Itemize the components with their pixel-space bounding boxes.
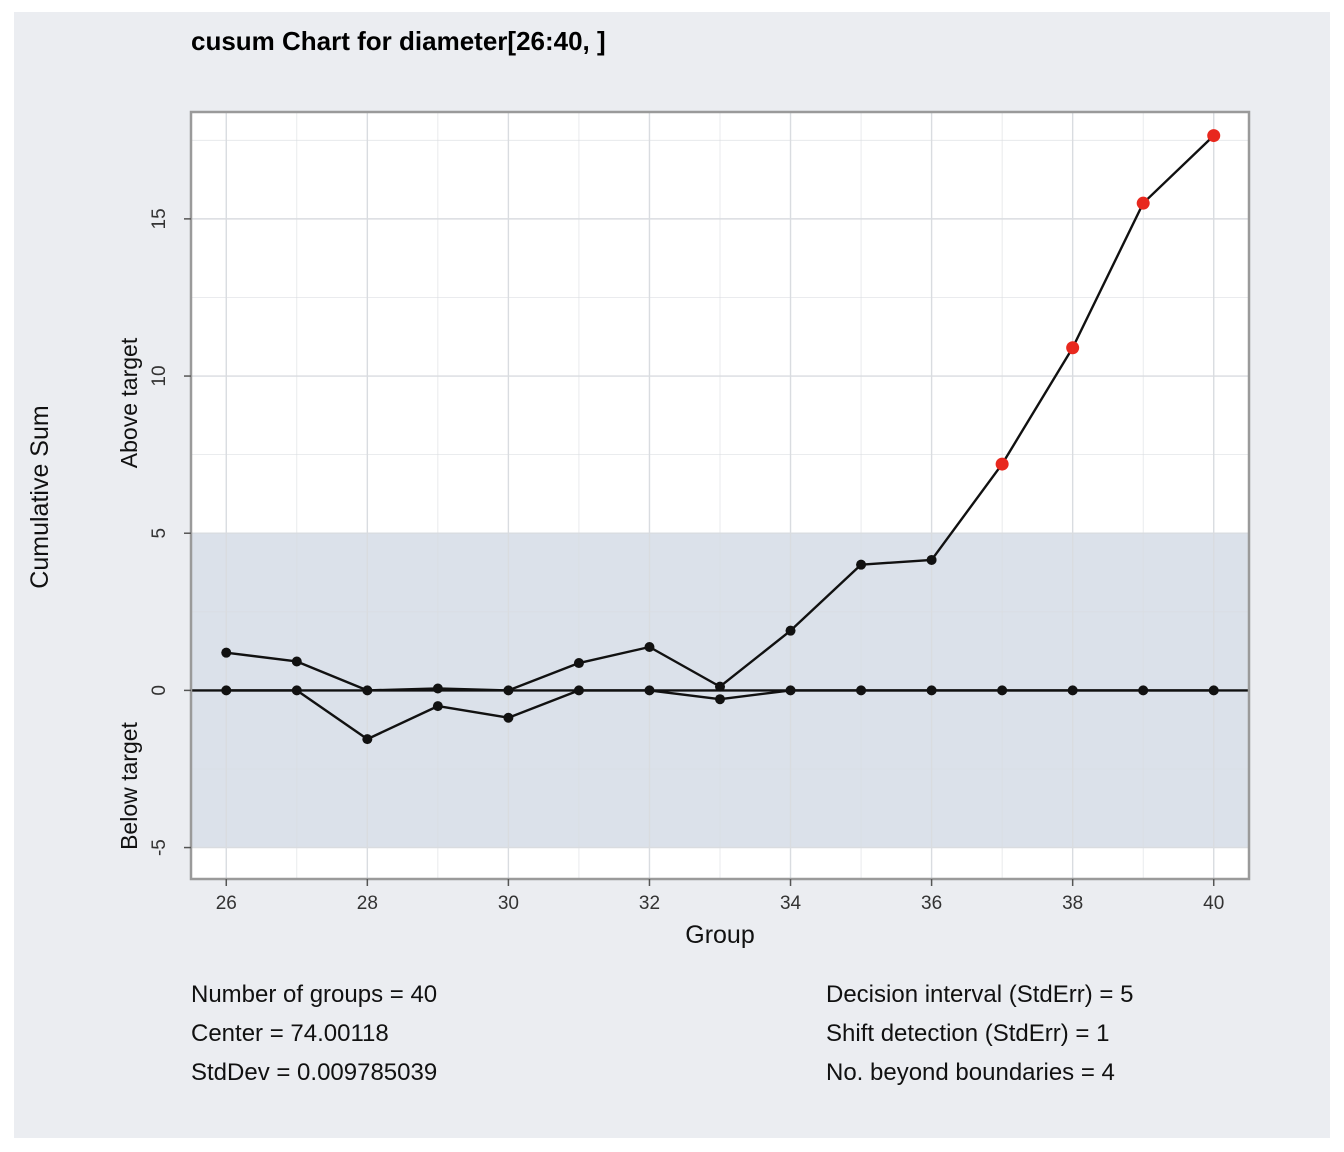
- series-below-point: [1138, 685, 1149, 696]
- stat-beyond-boundaries: No. beyond boundaries = 4: [826, 1059, 1115, 1086]
- series-above-point: [926, 554, 937, 565]
- x-tick-label: 28: [357, 893, 378, 914]
- series-below-point: [926, 685, 937, 696]
- series-above-point: [573, 658, 584, 669]
- series-below-point: [644, 685, 655, 696]
- y-axis-lower-label: Below target: [116, 721, 142, 849]
- series-below-point: [715, 694, 725, 705]
- series-below-point: [997, 685, 1008, 696]
- stat-center: Center = 74.00118: [191, 1020, 389, 1047]
- series-below-point: [432, 701, 443, 712]
- beyond-boundary-point: [1066, 341, 1080, 355]
- series-below-point: [362, 734, 373, 745]
- series-above-point: [291, 656, 302, 667]
- series-above-point: [715, 681, 725, 692]
- series-below-point: [221, 685, 232, 696]
- x-tick-label: 26: [216, 893, 237, 914]
- x-tick-label: 38: [1062, 893, 1083, 914]
- beyond-boundary-point: [995, 457, 1009, 471]
- x-tick-label: 32: [639, 893, 660, 914]
- y-axis-label: Cumulative Sum: [26, 405, 54, 588]
- stat-shift-detection: Shift detection (StdErr) = 1: [826, 1020, 1110, 1047]
- series-above-point: [785, 625, 796, 636]
- series-below-point: [785, 685, 796, 696]
- stat-decision-interval: Decision interval (StdErr) = 5: [826, 981, 1134, 1008]
- series-above-point: [856, 559, 867, 570]
- series-below-point: [1208, 685, 1219, 696]
- series-below-point: [291, 685, 302, 696]
- series-below-point: [856, 685, 867, 696]
- series-above-point: [644, 642, 655, 653]
- y-tick-label: -5: [149, 839, 170, 856]
- series-below-point: [1067, 685, 1078, 696]
- chart-title: cusum Chart for diameter[26:40, ]: [191, 26, 606, 56]
- stats-right: Decision interval (StdErr) = 5 Shift det…: [826, 975, 1133, 1092]
- series-above-point: [221, 647, 232, 658]
- plot-frame: [189, 110, 1251, 881]
- y-tick-label: 5: [149, 528, 170, 539]
- x-axis-label: Group: [685, 921, 754, 949]
- y-tick-label: 10: [149, 365, 170, 386]
- x-tick-label: 40: [1203, 893, 1224, 914]
- series-above-point: [362, 685, 373, 696]
- beyond-boundary-point: [1207, 129, 1221, 143]
- stat-stddev: StdDev = 0.009785039: [191, 1059, 438, 1086]
- stat-number-of-groups: Number of groups = 40: [191, 981, 438, 1008]
- x-tick-label: 34: [780, 893, 802, 914]
- x-tick-label: 36: [921, 893, 942, 914]
- beyond-boundary-point: [1136, 196, 1150, 210]
- series-above-point: [432, 683, 443, 694]
- y-tick-label: 15: [149, 208, 170, 229]
- x-tick-label: 30: [498, 893, 519, 914]
- y-axis-upper-label: Above target: [116, 337, 142, 468]
- y-tick-label: 0: [149, 685, 170, 696]
- series-below-point: [573, 685, 584, 696]
- series-below-point: [503, 712, 514, 723]
- series-above-point: [503, 685, 514, 696]
- stats-left: Number of groups = 40 Center = 74.00118 …: [191, 975, 437, 1092]
